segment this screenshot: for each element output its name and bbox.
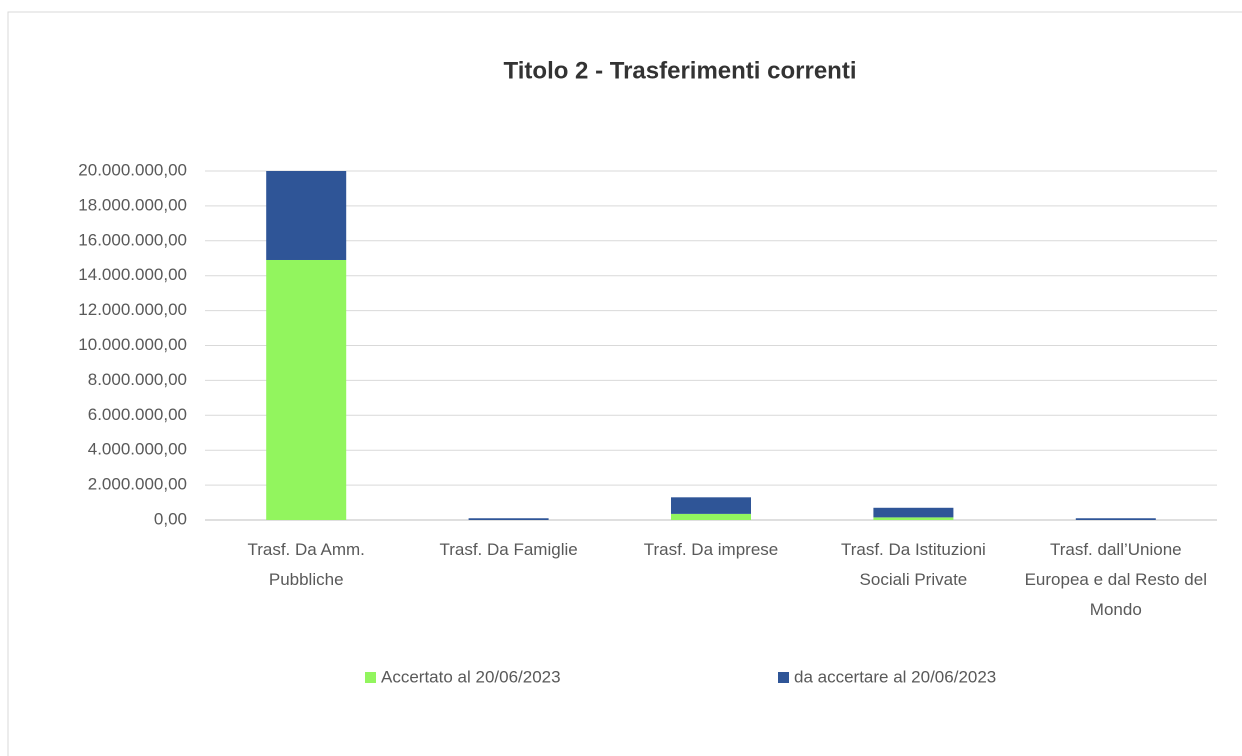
bar-segment	[873, 507, 954, 518]
bar-segment	[671, 497, 751, 514]
bar-segment	[468, 518, 549, 520]
x-tick-label: Trasf. Da imprese	[644, 540, 778, 559]
legend-swatch	[778, 672, 789, 683]
x-tick-label: Trasf. Da Famiglie	[439, 540, 577, 559]
y-tick-label: 12.000.000,00	[78, 300, 187, 319]
y-tick-label: 16.000.000,00	[78, 230, 187, 249]
y-tick-label: 14.000.000,00	[78, 265, 187, 284]
y-tick-label: 2.000.000,00	[88, 475, 187, 494]
chart-title: Titolo 2 - Trasferimenti correnti	[504, 57, 857, 84]
y-tick-label: 8.000.000,00	[88, 370, 187, 389]
bar-segment	[266, 259, 347, 520]
y-tick-label: 20.000.000,00	[78, 160, 187, 179]
bar-segment	[266, 171, 347, 260]
legend-label: Accertato al 20/06/2023	[381, 667, 561, 686]
legend-swatch	[365, 672, 376, 683]
bar-segment	[671, 513, 751, 520]
legend-label: da accertare al 20/06/2023	[794, 667, 996, 686]
x-tick-label: Trasf. Da Istituzioni Sociali Private	[841, 540, 986, 589]
x-tick-label: Trasf. Da Amm. Pubbliche	[247, 540, 364, 589]
y-tick-label: 10.000.000,00	[78, 335, 187, 354]
chart-border	[7, 11, 1242, 756]
y-tick-label: 18.000.000,00	[78, 195, 187, 214]
y-tick-label: 0,00	[154, 509, 187, 528]
x-tick-label: Trasf. dall’Unione Europea e dal Resto de…	[1025, 540, 1207, 619]
y-tick-label: 4.000.000,00	[88, 440, 187, 459]
bar-segment	[873, 517, 954, 520]
y-tick-label: 6.000.000,00	[88, 405, 187, 424]
bar-segment	[1075, 518, 1156, 520]
